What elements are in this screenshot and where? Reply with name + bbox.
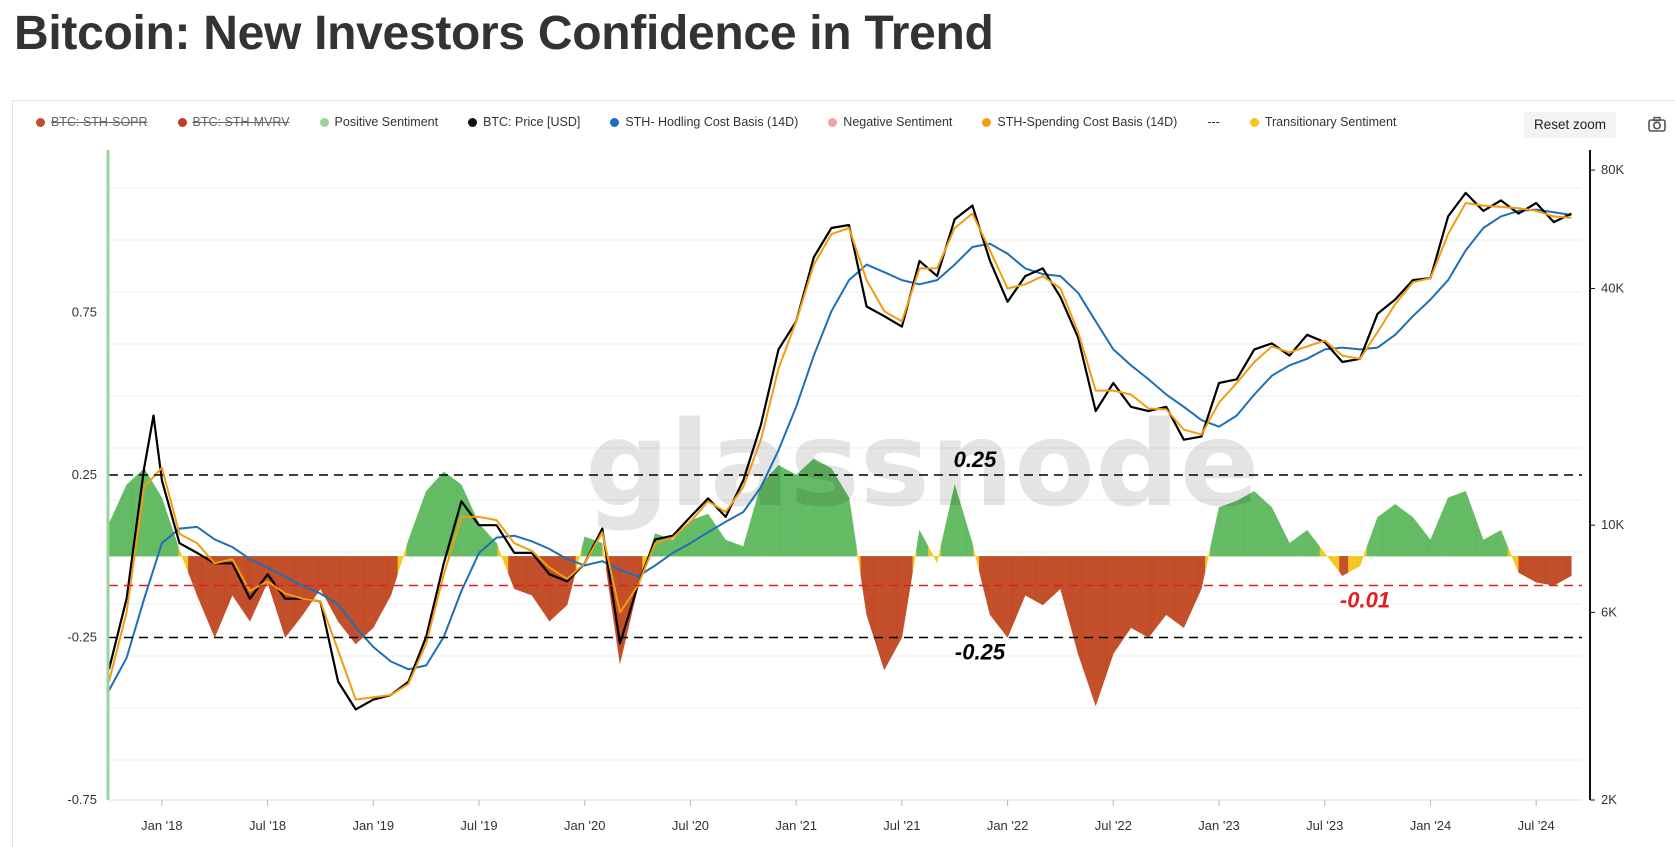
series-line bbox=[108, 202, 1572, 701]
x-tick-label: Jul '19 bbox=[460, 818, 497, 833]
legend-marker bbox=[610, 117, 620, 127]
y-right-tick-label: 10K bbox=[1601, 517, 1624, 532]
watermark: glassnode bbox=[585, 395, 1260, 533]
y-left-tick-label: -0.75 bbox=[67, 792, 97, 807]
x-tick-label: Jan '24 bbox=[1410, 818, 1452, 833]
sentiment-segment bbox=[500, 553, 502, 557]
axes: 0.75 0.25 -0.25 -0.75 80K 40K 10K 6K 2K Jan '18 Ju… bbox=[67, 150, 1624, 833]
chart-panel bbox=[12, 100, 1675, 847]
threshold-annotation: -0.25 bbox=[955, 640, 1006, 665]
y-left-tick-label: 0.25 bbox=[72, 467, 97, 482]
camera-icon[interactable] bbox=[1647, 114, 1667, 134]
series-line bbox=[108, 208, 1572, 691]
legend-label: STH- Hodling Cost Basis (14D) bbox=[625, 115, 799, 129]
reset-zoom-button[interactable]: Reset zoom bbox=[1524, 112, 1617, 138]
sentiment-segment bbox=[1510, 553, 1512, 557]
legend-label: Negative Sentiment bbox=[843, 115, 953, 129]
legend-label: Transitionary Sentiment bbox=[1264, 115, 1397, 129]
sentiment-segment bbox=[856, 549, 859, 557]
x-tick-label: Jan '22 bbox=[987, 818, 1029, 833]
legend-marker bbox=[319, 117, 329, 127]
sentiment-segment bbox=[1570, 556, 1572, 577]
sentiment-segment bbox=[603, 549, 605, 557]
legend-label: Positive Sentiment bbox=[334, 115, 439, 129]
legend-label: BTC: STH-SOPR bbox=[51, 115, 148, 129]
y-left-tick-label: -0.25 bbox=[67, 630, 97, 645]
page-title: Bitcoin: New Investors Confidence in Tre… bbox=[14, 7, 994, 60]
x-tick-label: Jul '21 bbox=[883, 818, 920, 833]
y-right-tick-label: 6K bbox=[1601, 604, 1617, 619]
legend-item[interactable]: STH-Spending Cost Basis (14D) bbox=[982, 115, 1177, 129]
legend-marker bbox=[36, 117, 45, 127]
y-left-tick-label: 0.75 bbox=[72, 305, 97, 320]
legend-label: BTC: Price [USD] bbox=[483, 115, 581, 129]
legend-item[interactable]: STH- Hodling Cost Basis (14D) bbox=[610, 115, 798, 129]
legend-marker bbox=[177, 117, 187, 127]
legend-marker bbox=[828, 117, 838, 127]
legend-item[interactable]: BTC: Price [USD] bbox=[468, 115, 580, 129]
threshold-annotation: -0.01 bbox=[1340, 588, 1390, 613]
y-right-tick-label: 2K bbox=[1601, 792, 1617, 807]
series-line bbox=[107, 191, 1572, 711]
x-tick-label: Jan '21 bbox=[775, 818, 817, 833]
legend-marker bbox=[982, 117, 992, 127]
legend-item[interactable]: Transitionary Sentiment bbox=[1249, 115, 1397, 129]
legend-label: --- bbox=[1207, 115, 1220, 129]
series-lines bbox=[107, 191, 1572, 711]
x-tick-label: Jan '18 bbox=[141, 818, 183, 833]
legend-item[interactable]: Positive Sentiment bbox=[319, 115, 439, 129]
x-tick-label: Jan '19 bbox=[353, 818, 395, 833]
reference-lines bbox=[109, 474, 1582, 639]
camera-icon-glyph bbox=[1648, 116, 1666, 132]
x-tick-label: Jul '20 bbox=[672, 818, 709, 833]
x-tick-label: Jul '18 bbox=[249, 818, 286, 833]
chart-legend: BTC: STH-SOPR BTC: STH-MVRV Positive Senti… bbox=[36, 112, 1426, 132]
x-tick-label: Jul '22 bbox=[1095, 818, 1132, 833]
y-right-tick-label: 80K bbox=[1601, 162, 1624, 177]
x-tick-label: Jan '23 bbox=[1198, 818, 1240, 833]
x-tick-label: Jul '23 bbox=[1306, 818, 1343, 833]
threshold-annotation: 0.25 bbox=[954, 447, 998, 472]
x-tick-label: Jan '20 bbox=[564, 818, 606, 833]
legend-item[interactable]: --- bbox=[1207, 115, 1220, 129]
legend-item[interactable]: BTC: STH-MVRV bbox=[177, 115, 290, 129]
legend-label: STH-Spending Cost Basis (14D) bbox=[997, 115, 1178, 129]
legend-label: BTC: STH-MVRV bbox=[192, 115, 290, 129]
y-right-tick-label: 40K bbox=[1601, 280, 1624, 295]
annotations: 0.25 -0.25 -0.01 bbox=[954, 447, 1390, 665]
legend-marker bbox=[1249, 117, 1259, 127]
legend-item[interactable]: Negative Sentiment bbox=[828, 115, 952, 129]
x-tick-label: Jul '24 bbox=[1518, 818, 1555, 833]
legend-item[interactable]: BTC: STH-SOPR bbox=[36, 115, 148, 129]
legend-marker bbox=[468, 117, 478, 127]
